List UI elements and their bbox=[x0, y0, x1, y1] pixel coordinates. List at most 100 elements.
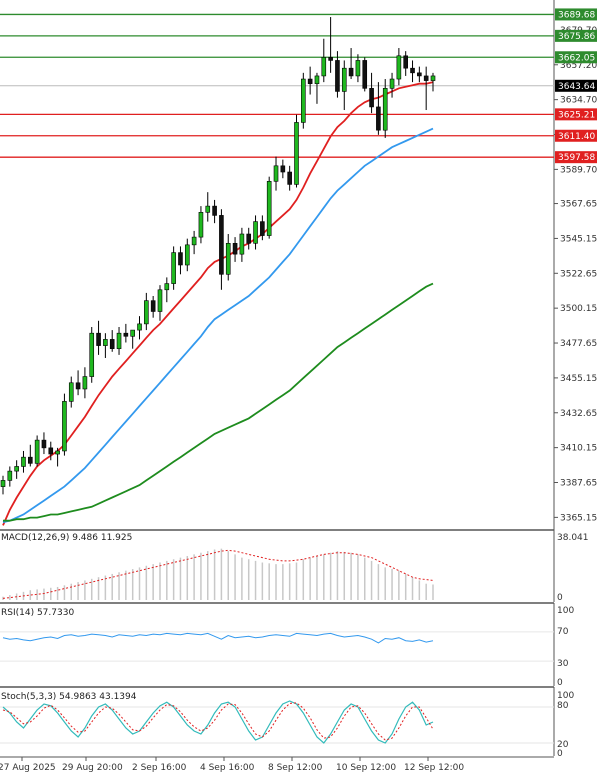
candle-body bbox=[348, 67, 354, 77]
candle-body bbox=[96, 332, 101, 346]
candle-body bbox=[150, 300, 156, 312]
candle-body bbox=[232, 243, 238, 255]
candle-body bbox=[144, 300, 149, 325]
candle-body bbox=[130, 329, 135, 337]
moving-average-line bbox=[3, 282, 434, 522]
macd-histogram bbox=[2, 548, 434, 600]
candle bbox=[403, 51, 408, 76]
candle bbox=[246, 227, 252, 250]
candle-body bbox=[184, 244, 190, 266]
stoch-d-path bbox=[2, 702, 434, 741]
candle bbox=[157, 285, 163, 321]
level-label-text: 3625.21 bbox=[558, 110, 595, 120]
stoch-k-path bbox=[2, 700, 434, 744]
candle-body bbox=[417, 72, 422, 77]
rsi-scale-100: 100 bbox=[557, 606, 574, 616]
candle bbox=[0, 475, 6, 495]
candle bbox=[253, 215, 258, 250]
candle-body bbox=[212, 205, 217, 216]
candle bbox=[96, 320, 101, 355]
candle-body bbox=[164, 283, 170, 291]
candle-body bbox=[273, 165, 279, 182]
price-panel: 3657.203634.703612.203589.703567.653545.… bbox=[0, 0, 597, 530]
price-tick-label: 3545.15 bbox=[560, 234, 597, 244]
price-tick-label: 3387.65 bbox=[560, 479, 597, 489]
price-tick-label: 3589.70 bbox=[560, 165, 597, 175]
rsi-scale-0: 0 bbox=[557, 678, 563, 688]
candle-body bbox=[225, 243, 231, 275]
macd-panel: MACD(12,26,9) 9.486 11.925 38.041 0 bbox=[1, 530, 589, 603]
rsi-scale-30: 30 bbox=[557, 659, 569, 669]
candle bbox=[273, 156, 279, 191]
candle bbox=[116, 326, 122, 355]
price-tick-label: 3432.65 bbox=[560, 409, 597, 419]
candle bbox=[198, 206, 204, 244]
support-resistance-levels bbox=[0, 13, 554, 158]
candle bbox=[410, 60, 415, 83]
candle bbox=[34, 435, 40, 467]
level-label-text: 3611.40 bbox=[558, 132, 595, 142]
stochastic-panel: Stoch(5,3,3) 54.9863 43.1394 100 80 20 0 bbox=[0, 687, 574, 759]
candle bbox=[321, 38, 327, 83]
candle bbox=[232, 237, 238, 262]
candle-body bbox=[253, 221, 258, 244]
moving-average-lines bbox=[2, 81, 434, 526]
stoch-label: Stoch(5,3,3) 54.9863 43.1394 bbox=[1, 692, 137, 702]
time-tick-label: 4 Sep 16:00 bbox=[200, 763, 255, 773]
candle bbox=[266, 176, 272, 239]
candle bbox=[150, 295, 156, 318]
rsi-label: RSI(14) 57.7330 bbox=[1, 608, 74, 618]
candle bbox=[369, 72, 374, 114]
candle-body bbox=[82, 376, 88, 390]
candle bbox=[164, 277, 170, 303]
candle bbox=[7, 466, 13, 487]
candle bbox=[68, 376, 74, 408]
candle-body bbox=[55, 450, 60, 455]
candle-body bbox=[314, 75, 320, 84]
candle bbox=[219, 209, 224, 290]
price-tick-label: 3477.65 bbox=[560, 339, 597, 349]
level-label-box bbox=[555, 151, 597, 164]
candle bbox=[55, 447, 60, 467]
candle bbox=[191, 230, 197, 255]
candle-body bbox=[341, 67, 347, 92]
candle-body bbox=[48, 447, 54, 455]
stoch-scale-0: 0 bbox=[557, 749, 563, 759]
candle-body bbox=[14, 466, 19, 472]
candle bbox=[225, 234, 231, 281]
candle bbox=[205, 192, 211, 222]
candle-body bbox=[376, 106, 381, 131]
candle-body bbox=[301, 78, 306, 123]
candle-body bbox=[219, 215, 224, 275]
candle-body bbox=[191, 236, 197, 246]
candle-body bbox=[198, 212, 204, 238]
candle-body bbox=[403, 55, 408, 69]
candle-body bbox=[430, 75, 436, 81]
candle bbox=[301, 72, 306, 129]
moving-average-line bbox=[2, 81, 434, 526]
candle-body bbox=[41, 439, 47, 449]
level-label-box bbox=[555, 129, 597, 142]
price-axis-ticks: 3657.203634.703612.203589.703567.653545.… bbox=[554, 26, 597, 523]
candle-body bbox=[410, 67, 415, 74]
candle-body bbox=[382, 88, 388, 131]
candle bbox=[82, 367, 88, 399]
time-tick-label: 27 Aug 2025 bbox=[0, 763, 56, 773]
macd-label: MACD(12,26,9) 9.486 11.925 bbox=[1, 533, 132, 543]
candle bbox=[130, 329, 135, 349]
candle bbox=[260, 215, 265, 241]
level-label-box bbox=[555, 51, 597, 64]
level-label-box bbox=[555, 8, 597, 21]
price-tick-label: 3410.15 bbox=[560, 444, 597, 454]
macd-scale-top: 38.041 bbox=[557, 533, 589, 543]
candle bbox=[287, 165, 292, 191]
candle bbox=[389, 72, 395, 98]
candle bbox=[239, 227, 245, 262]
candle-body bbox=[62, 401, 67, 452]
rsi-scale-70: 70 bbox=[557, 627, 569, 637]
candlesticks bbox=[0, 17, 436, 495]
candle bbox=[28, 444, 33, 467]
candle bbox=[382, 79, 388, 138]
